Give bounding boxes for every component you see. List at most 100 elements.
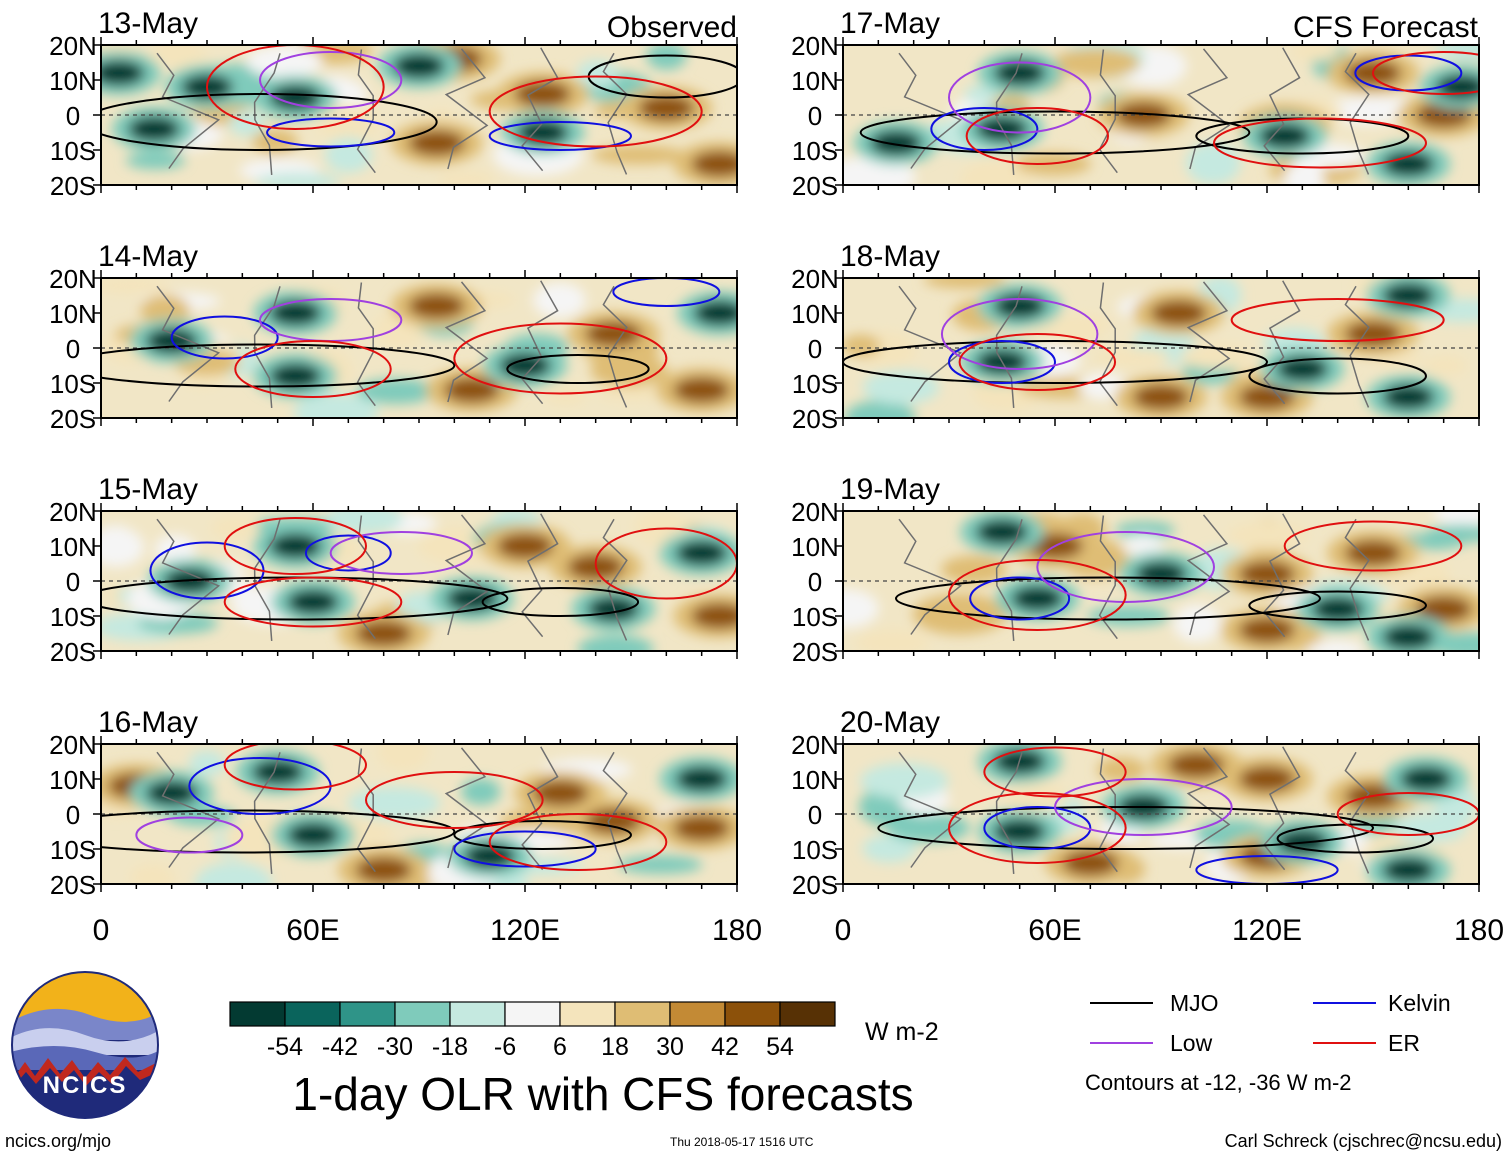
coastline [1098,282,1118,407]
panel-date-label: 15-May [98,473,198,506]
texture-blob [1227,521,1309,550]
y-tick-label: 0 [66,567,80,597]
colorbar-tick-label: -6 [494,1033,516,1061]
er-contour [206,45,385,130]
er-contour [488,813,668,871]
legend-label-er: ER [1388,1030,1420,1056]
colorbar-tick-label: 6 [553,1033,567,1061]
y-tick-label: 20N [791,730,839,760]
texture-blob [194,862,273,884]
mjo-contour [101,809,456,854]
er-contour [965,107,1110,165]
wet-anomaly-core [1382,857,1435,883]
wet-anomaly-core [693,300,737,326]
coastline [356,748,376,873]
dry-anomaly-core [673,377,730,403]
y-tick-label: 20S [50,870,96,900]
er-contour [234,340,392,398]
kelvin-contour [304,534,392,572]
colorbar-swatch [504,1001,561,1027]
y-tick-label: 10S [50,136,96,166]
wet-anomaly-core [269,533,322,559]
coastline [1263,47,1301,172]
y-tick-label: 20N [49,497,97,527]
wet-anomaly-core [393,53,445,79]
dry-anomaly-core [355,620,412,647]
y-tick-label: 0 [66,334,80,364]
wave-contours [843,298,1445,395]
kelvin-contour [969,576,1071,621]
wet-anomaly-core [287,589,339,615]
colorbar-swatch [779,1001,836,1027]
wet-anomaly-core [1135,561,1187,587]
y-tick-label: 10S [792,602,838,632]
wet-anomaly-core [675,540,728,566]
wet-anomaly-core [145,780,198,806]
y-tick-label: 20N [791,264,839,294]
texture-blob [618,855,703,874]
panel-date-label: 19-May [840,473,940,506]
olr-field [101,511,737,651]
panel-date-label: 20-May [840,706,940,739]
low-contour [940,298,1099,370]
x-tick-label: 60E [286,914,339,947]
kelvin-contour [266,117,396,148]
mjo-contour [101,343,456,388]
colorbar-tick-label: -42 [322,1033,358,1061]
wet-anomaly-core [1258,123,1311,149]
colorbar-swatch [559,1001,616,1027]
legend-note: Contours at -12, -36 W m-2 [1085,1070,1352,1095]
panel-17-may: 20N 10N 0 10S 20S 17-May [791,7,1480,201]
coastline [356,282,376,407]
er-contour [453,322,668,395]
dry-anomaly-core [1239,617,1295,643]
colorbar-tick-label: -18 [432,1033,468,1061]
x-tick-label: 180 [712,914,762,947]
x-tick-label: 180 [1454,914,1504,947]
y-tick-label: 0 [66,800,80,830]
coastline [1263,513,1301,638]
texture-blob [646,45,687,70]
wave-contours [859,51,1479,169]
low-contour [329,531,474,575]
colorbar-swatch [724,1001,781,1027]
dry-anomaly-core [497,533,553,559]
colorbar-tick-label: 42 [711,1033,739,1061]
texture-blob [376,744,430,771]
panel-date-label: 16-May [98,706,198,739]
coastline [156,518,221,635]
dry-anomaly-core [1345,321,1401,347]
kelvin-contour [453,830,597,868]
wet-anomaly-core [976,519,1028,545]
panel-date-label: 13-May [98,7,198,40]
wet-anomaly-core [587,596,640,622]
er-contour [223,576,403,628]
x-tick-label: 60E [1028,914,1081,947]
author-credit: Carl Schreck (cjschrec@ncsu.edu) [1224,1131,1502,1151]
coastline [1186,48,1231,170]
y-tick-label: 10N [791,532,839,562]
mjo-contour [877,806,1374,850]
low-contour [1054,778,1233,836]
er-contour [1283,520,1463,572]
mjo-contour [1248,590,1427,621]
wet-anomaly-core [1382,151,1435,177]
panel-18-may: 20N 10N 0 10S 20S 18-May [791,240,1480,434]
colorbar-swatch [614,1001,671,1027]
x-axis-layers: 0 60E 120E 180 0 60E 120E 180 [93,914,1504,947]
wet-anomaly-core [251,759,304,785]
texture-blob [325,137,373,173]
texture-blob [1042,314,1112,336]
coastline [602,751,628,874]
wave-contours [101,45,737,151]
coastline [521,280,559,405]
er-contour [223,744,367,791]
anomaly-blobs [101,744,737,884]
panel-20-may: 20N 10N 0 10S 20S 20-May [791,706,1480,900]
coastline [1344,52,1370,175]
kelvin-contour [612,278,721,307]
er-contour [983,746,1127,798]
wave-contours [101,278,721,398]
coastline [898,751,963,868]
